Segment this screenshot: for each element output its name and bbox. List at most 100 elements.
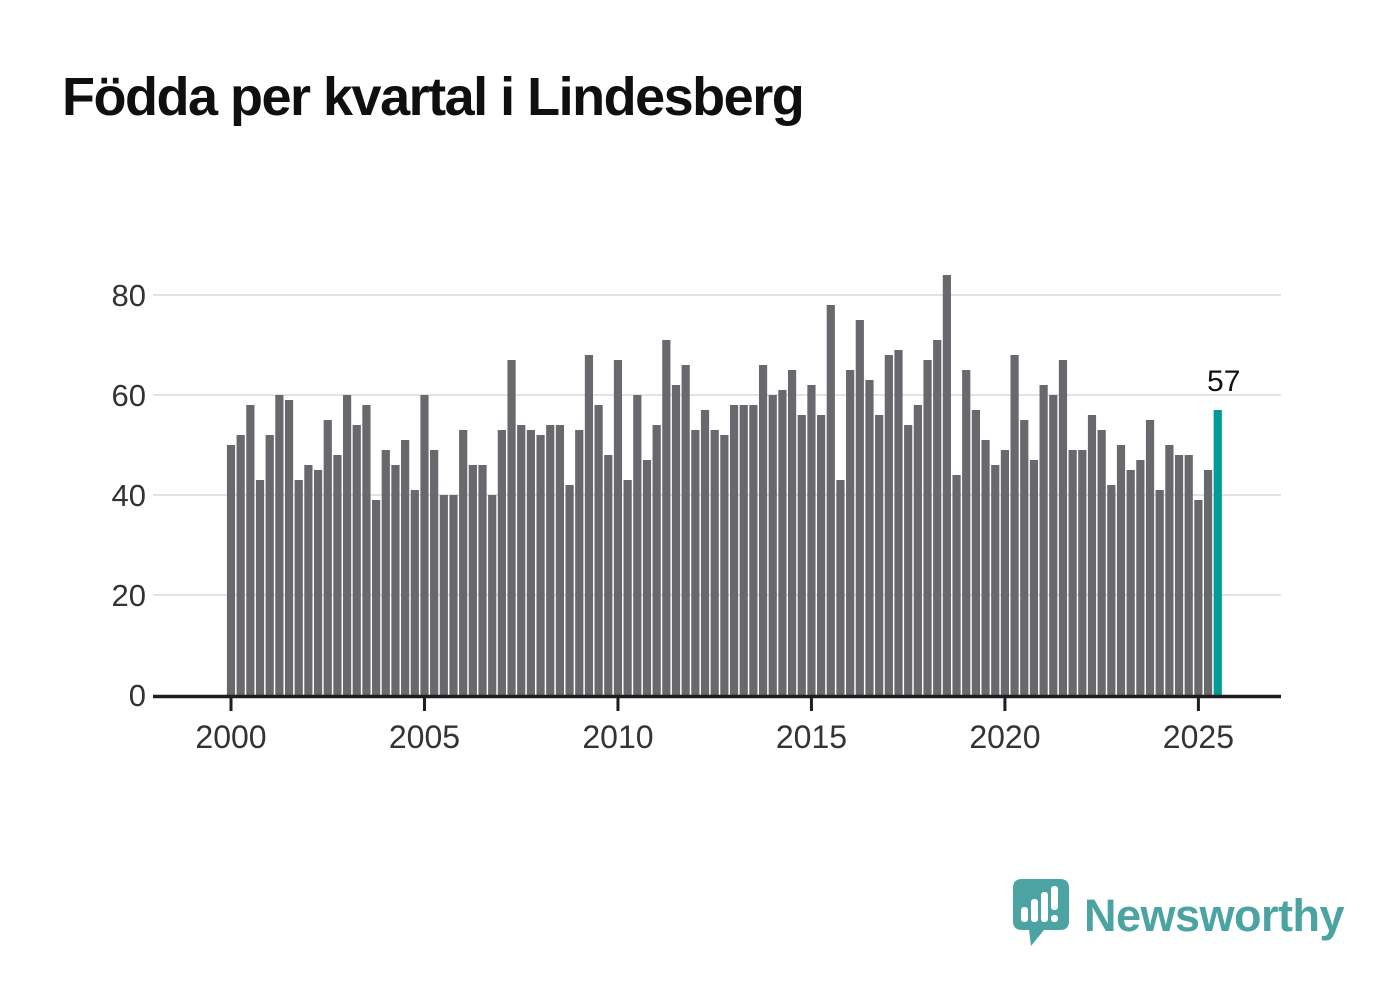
quarter-bar	[952, 475, 961, 695]
quarter-bar	[352, 425, 361, 695]
quarter-bar	[1184, 455, 1193, 695]
quarter-bar	[942, 275, 951, 695]
quarter-bar	[797, 415, 806, 695]
quarter-bar	[613, 360, 623, 695]
quarter-bar	[507, 360, 516, 695]
quarter-bar	[826, 305, 835, 695]
quarter-bar	[1136, 460, 1145, 695]
logo-bar-glyphs	[1021, 886, 1058, 922]
quarter-bar	[555, 425, 565, 695]
quarter-bar	[1097, 430, 1106, 695]
quarter-bar	[265, 435, 274, 695]
quarter-bar	[662, 340, 671, 695]
quarter-bar	[430, 450, 439, 695]
quarter-bar	[1010, 355, 1019, 695]
quarter-bar	[700, 410, 710, 695]
quarter-bar	[1020, 420, 1029, 695]
quarter-bar	[1145, 420, 1155, 695]
quarter-bar	[255, 480, 265, 695]
quarter-bar	[913, 405, 922, 695]
quarter-bar	[1058, 360, 1068, 695]
quarter-bar	[536, 435, 545, 695]
quarter-bar	[449, 495, 458, 695]
quarter-bar	[875, 415, 884, 695]
quarter-bar	[855, 320, 864, 695]
quarter-bar	[671, 385, 681, 695]
quarter-bar	[894, 350, 903, 695]
x-tick-label-2000: 2000	[195, 719, 266, 755]
quarter-bar	[642, 460, 652, 695]
quarter-bar	[304, 465, 313, 695]
quarter-bar	[923, 360, 932, 695]
quarter-bar	[401, 440, 410, 695]
quarter-bar	[991, 465, 1000, 695]
quarter-bar	[565, 485, 574, 695]
quarter-bar	[1039, 385, 1048, 695]
y-tick-label-0: 0	[129, 678, 146, 713]
quarter-bar	[468, 465, 477, 695]
quarter-bar	[836, 480, 845, 695]
quarter-bar	[284, 400, 294, 695]
quarter-bar	[1165, 445, 1174, 695]
quarter-bar	[1029, 460, 1039, 695]
quarter-bar	[691, 430, 700, 695]
quarter-bar	[1155, 490, 1164, 695]
quarter-bar	[226, 445, 236, 695]
quarter-bar	[497, 430, 506, 695]
x-tick-label-2025: 2025	[1163, 719, 1234, 755]
x-tick-label-2015: 2015	[776, 719, 847, 755]
quarter-bar	[1087, 415, 1097, 695]
x-tick-label-2005: 2005	[389, 719, 460, 755]
quarter-bar	[1126, 470, 1135, 695]
quarter-bar	[807, 385, 816, 695]
quarter-bar	[884, 355, 893, 695]
quarter-bar	[575, 430, 584, 695]
quarter-bar	[962, 370, 971, 695]
quarter-bar	[333, 455, 342, 695]
quarter-bar	[981, 440, 990, 695]
quarter-bar	[323, 420, 332, 695]
quarter-bar	[1203, 470, 1213, 695]
quarter-bar	[342, 395, 352, 695]
quarter-bar	[391, 465, 400, 695]
quarter-bar	[933, 340, 942, 695]
quarter-bar	[1194, 500, 1203, 695]
quarter-bar	[1107, 485, 1116, 695]
quarter-bar	[526, 430, 535, 695]
quarter-bar	[817, 415, 826, 695]
quarter-bar	[768, 395, 777, 695]
quarter-bar	[778, 390, 787, 695]
quarter-bar	[478, 465, 487, 695]
newsworthy-logo-text: Newsworthy	[1084, 890, 1345, 941]
quarter-bar	[739, 405, 748, 695]
highlight-value-label: 57	[1207, 365, 1240, 398]
quarter-bar	[594, 405, 603, 695]
y-tick-label-20: 20	[112, 578, 146, 613]
quarter-bar	[1000, 450, 1010, 695]
x-tick-label-2010: 2010	[582, 719, 653, 755]
quarter-bar	[517, 425, 526, 695]
quarter-bar	[623, 480, 632, 695]
quarter-bar	[294, 480, 303, 695]
quarter-bar	[865, 380, 874, 695]
quarter-bar	[546, 425, 555, 695]
quarter-bar	[749, 405, 758, 695]
quarter-bar	[313, 470, 323, 695]
quarter-bar	[236, 435, 245, 695]
quarter-bar	[904, 425, 913, 695]
quarter-bar	[1078, 450, 1087, 695]
quarter-bar	[787, 370, 797, 695]
quarter-bar	[275, 395, 284, 695]
newsworthy-logo: Newsworthy	[1010, 876, 1345, 956]
quarter-bar	[246, 405, 255, 695]
x-tick-label-2020: 2020	[969, 719, 1040, 755]
quarter-bar	[633, 395, 642, 695]
quarter-bar	[410, 490, 419, 695]
quarter-bar	[652, 425, 661, 695]
y-tick-label-80: 80	[112, 278, 146, 313]
quarter-bar	[758, 365, 768, 695]
quarter-bar	[1116, 445, 1126, 695]
quarter-bar	[439, 495, 448, 695]
